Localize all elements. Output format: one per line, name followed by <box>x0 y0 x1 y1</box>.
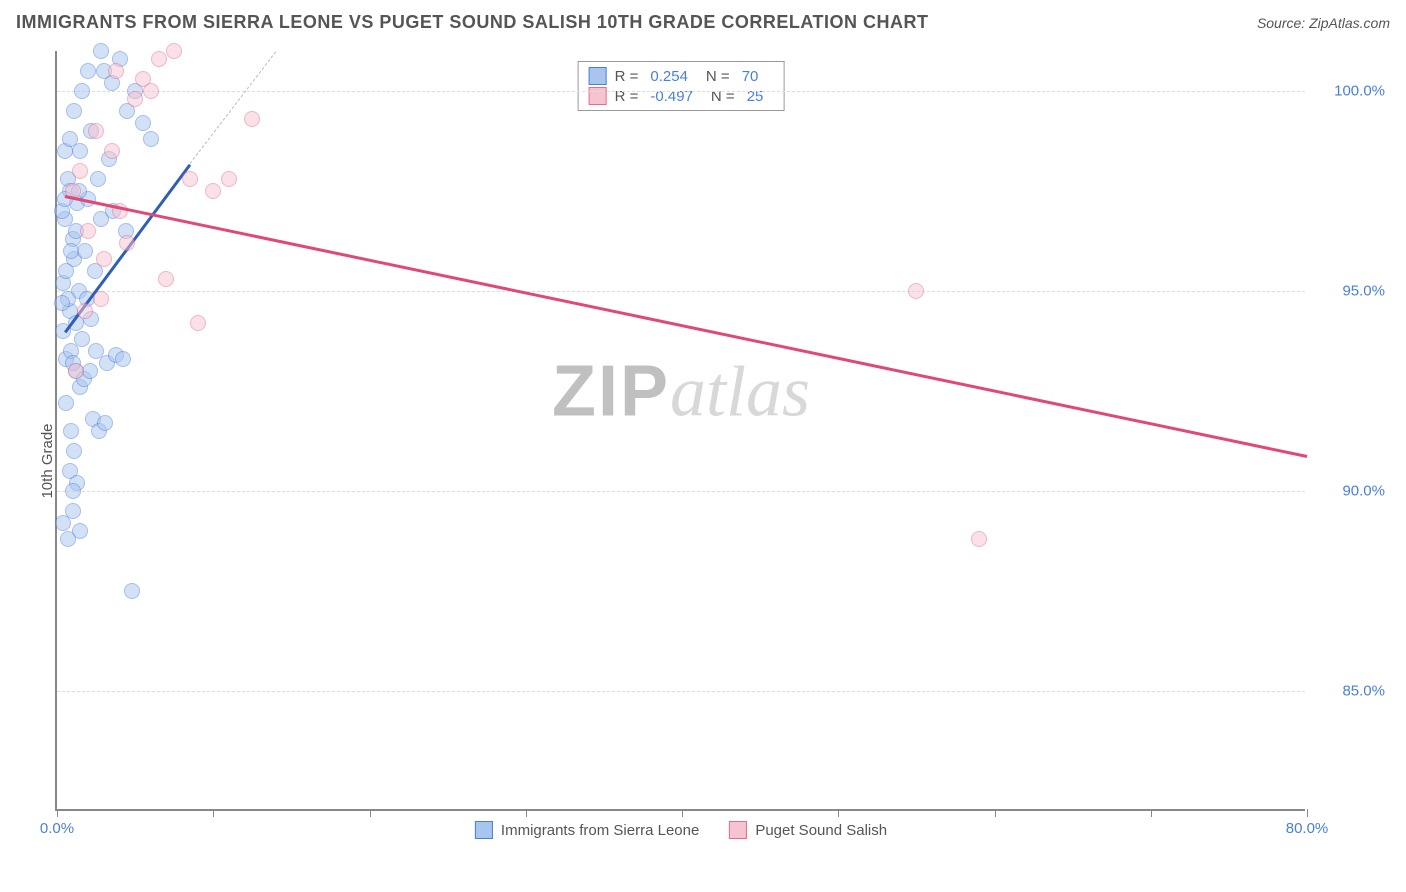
correlation-legend: R = 0.254 N = 70R =-0.497N =25 <box>578 61 785 111</box>
x-tick-label: 80.0% <box>1286 820 1329 837</box>
x-tick <box>995 809 996 817</box>
data-point <box>151 51 167 67</box>
plot-area: ZIPatlas R =0.254N =70R =-0.497N =25 Imm… <box>55 51 1305 811</box>
data-point <box>80 223 96 239</box>
data-point <box>74 83 90 99</box>
data-point <box>104 143 120 159</box>
data-point <box>60 531 76 547</box>
y-tick-label: 85.0% <box>1315 683 1385 700</box>
data-point <box>90 171 106 187</box>
data-point <box>93 291 109 307</box>
data-point <box>96 251 112 267</box>
data-point <box>190 315 206 331</box>
data-point <box>221 171 237 187</box>
data-point <box>143 83 159 99</box>
data-point <box>54 295 70 311</box>
series-legend: Immigrants from Sierra Leone Puget Sound … <box>475 821 887 839</box>
data-point <box>63 423 79 439</box>
data-point <box>127 91 143 107</box>
legend-swatch <box>729 821 747 839</box>
data-point <box>55 515 71 531</box>
data-point <box>77 243 93 259</box>
legend-row: R = 0.254 N = 70 <box>589 66 774 86</box>
data-point <box>66 443 82 459</box>
data-point <box>88 123 104 139</box>
gridline <box>57 291 1305 292</box>
x-tick <box>57 809 58 817</box>
n-value: 70 <box>742 68 759 85</box>
data-point <box>93 43 109 59</box>
gridline <box>57 691 1305 692</box>
x-tick <box>370 809 371 817</box>
x-tick <box>1151 809 1152 817</box>
data-point <box>124 583 140 599</box>
x-tick <box>682 809 683 817</box>
watermark: ZIPatlas <box>552 351 810 434</box>
data-point <box>72 163 88 179</box>
y-tick-label: 90.0% <box>1315 483 1385 500</box>
watermark-italic: atlas <box>670 352 810 432</box>
legend-swatch <box>589 67 607 85</box>
data-point <box>119 235 135 251</box>
x-tick <box>526 809 527 817</box>
series-name: Immigrants from Sierra Leone <box>501 822 699 839</box>
data-point <box>58 263 74 279</box>
data-point <box>77 303 93 319</box>
data-point <box>158 271 174 287</box>
data-point <box>205 183 221 199</box>
source-label: Source: ZipAtlas.com <box>1257 15 1390 31</box>
data-point <box>80 63 96 79</box>
data-point <box>66 103 82 119</box>
title-bar: IMMIGRANTS FROM SIERRA LEONE VS PUGET SO… <box>0 0 1406 41</box>
legend-row: R =-0.497N =25 <box>589 86 774 106</box>
data-point <box>68 363 84 379</box>
y-tick-label: 100.0% <box>1315 83 1385 100</box>
gridline <box>57 491 1305 492</box>
data-point <box>97 415 113 431</box>
r-value: 0.254 <box>650 68 688 85</box>
data-point <box>63 243 79 259</box>
data-point <box>908 283 924 299</box>
trend-line <box>65 195 1308 457</box>
chart-title: IMMIGRANTS FROM SIERRA LEONE VS PUGET SO… <box>16 12 929 33</box>
data-point <box>166 43 182 59</box>
data-point <box>58 395 74 411</box>
watermark-bold: ZIP <box>552 352 670 432</box>
trend-extension <box>189 51 276 164</box>
data-point <box>971 531 987 547</box>
series-legend-item: Immigrants from Sierra Leone <box>475 821 699 839</box>
x-tick <box>838 809 839 817</box>
data-point <box>108 63 124 79</box>
data-point <box>182 171 198 187</box>
x-tick-label: 0.0% <box>40 820 74 837</box>
data-point <box>143 131 159 147</box>
series-name: Puget Sound Salish <box>755 822 887 839</box>
r-label: R = <box>615 68 639 85</box>
x-tick <box>1307 809 1308 817</box>
x-tick <box>213 809 214 817</box>
legend-swatch <box>589 87 607 105</box>
data-point <box>244 111 260 127</box>
n-label: N = <box>706 68 730 85</box>
y-axis-label: 10th Grade <box>39 423 56 498</box>
legend-swatch <box>475 821 493 839</box>
data-point <box>135 115 151 131</box>
series-legend-item: Puget Sound Salish <box>729 821 887 839</box>
chart-container: 10th Grade ZIPatlas R = 0.254 N = 70R =-0.4… <box>0 41 1406 881</box>
y-tick-label: 95.0% <box>1315 283 1385 300</box>
data-point <box>115 351 131 367</box>
data-point <box>65 483 81 499</box>
data-point <box>82 363 98 379</box>
data-point <box>72 143 88 159</box>
